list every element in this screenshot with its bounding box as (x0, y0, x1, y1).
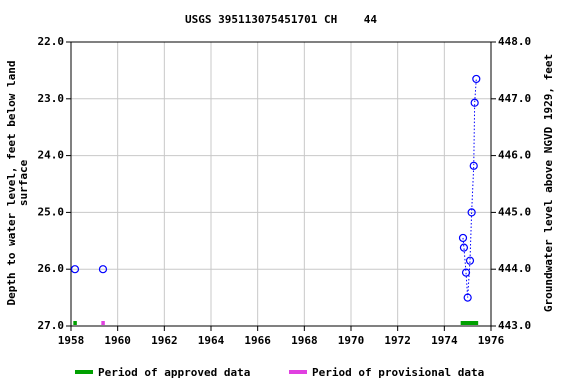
data-point (469, 161, 478, 170)
period-bar (73, 321, 77, 325)
x-tick-label: 1958 (58, 334, 85, 347)
legend-label: Period of approved data (98, 366, 250, 379)
y-axis-label: Depth to water level, feet below land (5, 60, 18, 305)
x-tick-label: 1966 (244, 334, 271, 347)
x-tick-label: 1972 (384, 334, 411, 347)
y2-tick-label: 445.0 (498, 205, 531, 218)
period-bar (101, 321, 105, 325)
legend-label: Period of provisional data (312, 366, 484, 379)
x-tick-label: 1962 (151, 334, 178, 347)
y2-tick-label: 447.0 (498, 92, 531, 105)
x-tick-label: 1974 (431, 334, 458, 347)
x-tick-label: 1970 (338, 334, 365, 347)
data-point (472, 74, 481, 84)
y2-axis-label: Groundwater level above NGVD 1929, feet (542, 54, 555, 312)
y2-tick-label: 443.0 (498, 319, 531, 332)
data-point (459, 243, 469, 252)
data-point (470, 98, 479, 107)
data-point (70, 265, 80, 274)
y2-tick-label: 446.0 (498, 149, 531, 162)
y2-tick-label: 444.0 (498, 262, 531, 275)
y-tick-label: 22.0 (38, 35, 65, 48)
data-point (463, 293, 472, 302)
y-tick-label: 26.0 (38, 262, 65, 275)
x-tick-label: 1964 (198, 334, 225, 347)
y-axis-label: surface (17, 159, 30, 206)
plot-frame (70, 41, 492, 327)
chart-title: USGS 395113075451701 CH 44 (185, 13, 377, 26)
y-tick-label: 24.0 (38, 149, 65, 162)
x-tick-label: 1960 (104, 334, 131, 347)
data-point (98, 265, 108, 274)
data-point (458, 233, 468, 243)
x-tick-label: 1968 (291, 334, 318, 347)
data-point (467, 208, 476, 217)
data-point (465, 256, 475, 265)
x-tick-label: 1976 (478, 334, 505, 347)
y-tick-label: 25.0 (38, 205, 65, 218)
y-tick-label: 23.0 (38, 92, 65, 105)
period-bar (460, 321, 479, 325)
y-tick-label: 27.0 (38, 319, 65, 332)
y2-tick-label: 448.0 (498, 35, 531, 48)
data-point (461, 268, 471, 277)
data-line (462, 78, 477, 298)
